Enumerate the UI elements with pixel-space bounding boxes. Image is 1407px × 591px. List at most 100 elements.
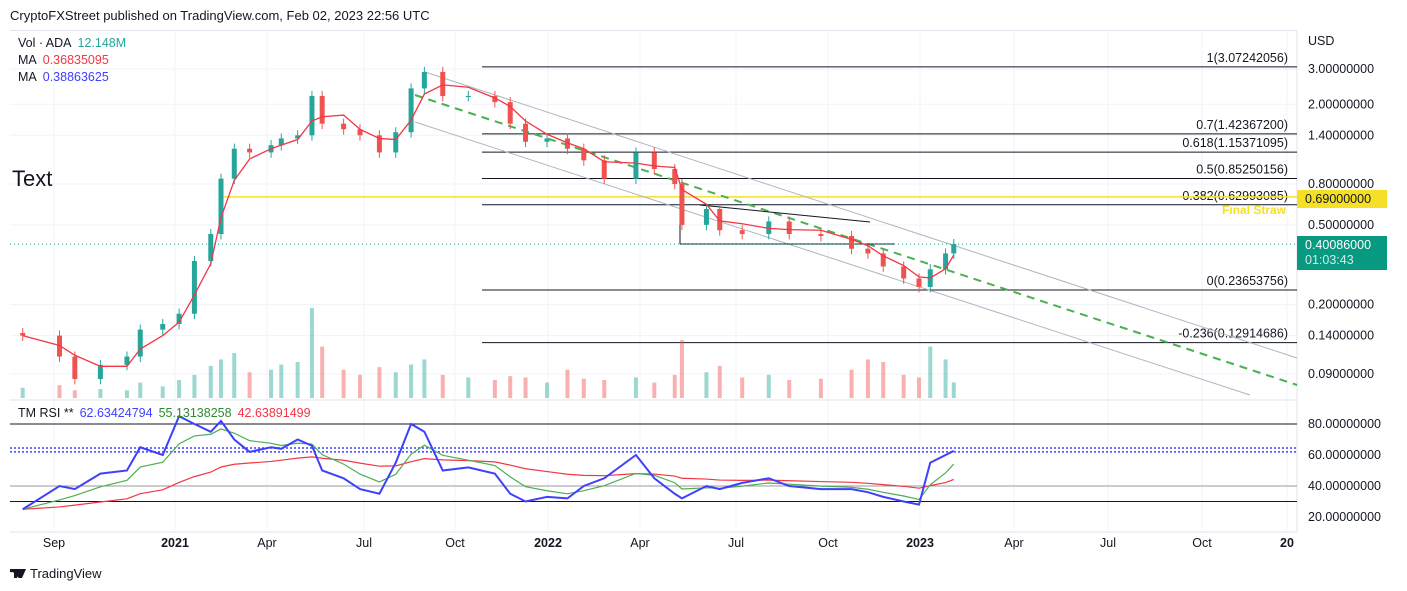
- candle-body: [492, 95, 498, 103]
- tradingview-logo-icon: [10, 569, 26, 578]
- volume-bar: [951, 382, 956, 398]
- volume-bar: [466, 377, 471, 398]
- volume-bar: [20, 387, 25, 398]
- text-annotation[interactable]: Text: [12, 166, 53, 191]
- candle-body: [581, 148, 587, 161]
- candle-body: [766, 221, 772, 235]
- candle-body: [544, 138, 550, 142]
- candle-body: [247, 148, 253, 153]
- volume-bar: [279, 364, 284, 398]
- volume-bar: [208, 365, 213, 398]
- volume-bar: [440, 374, 445, 398]
- volume-bar: [295, 362, 300, 398]
- price-axis-label: 0.50000000: [1308, 218, 1374, 232]
- ma2-value: 0.38863625: [42, 70, 109, 84]
- volume-bar: [901, 374, 906, 398]
- candle-body: [901, 266, 907, 279]
- published-header: CryptoFXStreet published on TradingView.…: [10, 8, 430, 23]
- channel-lower-line: [414, 121, 1251, 396]
- fib-level-label: 0.382(0.62993085): [1182, 189, 1288, 203]
- volume-bar: [672, 374, 677, 398]
- rsi-axis-label: 60.00000000: [1308, 448, 1381, 462]
- fib-level-label: 1(3.07242056): [1207, 51, 1288, 65]
- price-axis-label: 2.00000000: [1308, 97, 1374, 111]
- ma2-legend: MA 0.38863625: [18, 70, 109, 84]
- volume-bar: [787, 380, 792, 398]
- candle-body: [440, 71, 446, 96]
- volume-bar: [740, 377, 745, 398]
- vol-value: 12.148M: [77, 36, 127, 50]
- currency-label: USD: [1308, 34, 1335, 48]
- last-price-value: 0.40086000: [1305, 238, 1372, 252]
- bar-countdown: 01:03:43: [1305, 253, 1354, 267]
- rsi-axis-label: 80.00000000: [1308, 417, 1381, 431]
- candle-body: [319, 95, 325, 124]
- fib-level-label: 0(0.23653756): [1207, 274, 1288, 288]
- volume-bar: [633, 377, 638, 398]
- candle-body: [124, 356, 130, 365]
- candle-body: [176, 313, 182, 324]
- candle-body: [679, 183, 685, 225]
- candle-body: [633, 152, 639, 179]
- ma2-label: MA: [18, 70, 37, 84]
- volume-bar: [928, 346, 933, 398]
- ma1-label: MA: [18, 53, 37, 67]
- candle-body: [916, 278, 922, 287]
- candle-body: [739, 230, 745, 235]
- time-axis-label: Jul: [356, 536, 372, 550]
- fib-level-label: -0.236(0.12914686): [1178, 327, 1288, 341]
- candle-body: [357, 129, 363, 136]
- rsi-value: 62.63424794: [79, 406, 153, 420]
- tradingview-logo-text: TradingView: [30, 566, 102, 581]
- volume-bar: [177, 380, 182, 398]
- volume-bar: [138, 382, 143, 398]
- rsi-line: [22, 414, 955, 511]
- volume-bar: [309, 308, 314, 398]
- volume-bar: [717, 365, 722, 398]
- triangle-line: [699, 204, 871, 223]
- price-axis-label: 0.80000000: [1308, 177, 1374, 191]
- candle-body: [218, 178, 224, 235]
- candle-body: [651, 152, 657, 170]
- volume-bar: [704, 372, 709, 398]
- volume-bar: [160, 386, 165, 398]
- price-axis-label: 0.20000000: [1308, 298, 1374, 312]
- volume-bar: [602, 380, 607, 398]
- time-axis-label: Oct: [1192, 536, 1212, 550]
- time-axis-label: Apr: [257, 536, 276, 550]
- fib-level-label: 0.5(0.85250156): [1196, 162, 1288, 176]
- rsi-fast-ma-line: [22, 428, 955, 510]
- volume-bar: [881, 362, 886, 398]
- time-axis-label: 2022: [534, 536, 562, 550]
- volume-bar: [357, 374, 362, 398]
- fib-level-label: 0.7(1.42367200): [1196, 118, 1288, 132]
- volume-bar: [865, 359, 870, 398]
- time-axis-label: Sep: [43, 536, 65, 550]
- rsi-label: TM RSI **: [18, 406, 74, 420]
- candle-body: [717, 209, 723, 231]
- volume-bar: [523, 377, 528, 398]
- volume-bar: [377, 367, 382, 398]
- volume-bar: [98, 389, 103, 398]
- candle-body: [341, 123, 347, 130]
- time-axis-label: Oct: [818, 536, 838, 550]
- ma1-value: 0.36835095: [42, 53, 109, 67]
- time-axis-label: 2023: [906, 536, 934, 550]
- volume-bar: [341, 369, 346, 398]
- candle-body: [393, 132, 399, 153]
- tradingview-logo[interactable]: TradingView: [10, 566, 102, 581]
- candle-body: [309, 95, 315, 136]
- candle-body: [865, 248, 871, 254]
- time-axis-label: Apr: [630, 536, 649, 550]
- candle-body: [786, 221, 792, 235]
- volume-bar: [679, 340, 684, 398]
- volume-bar: [818, 378, 823, 398]
- volume-bar: [652, 382, 657, 398]
- price-axis-label: 3.00000000: [1308, 62, 1374, 76]
- volume-bar: [917, 377, 922, 398]
- candle-body: [849, 235, 855, 249]
- volume-bar: [232, 353, 237, 398]
- volume-bar: [508, 376, 513, 398]
- candle-body: [818, 234, 824, 236]
